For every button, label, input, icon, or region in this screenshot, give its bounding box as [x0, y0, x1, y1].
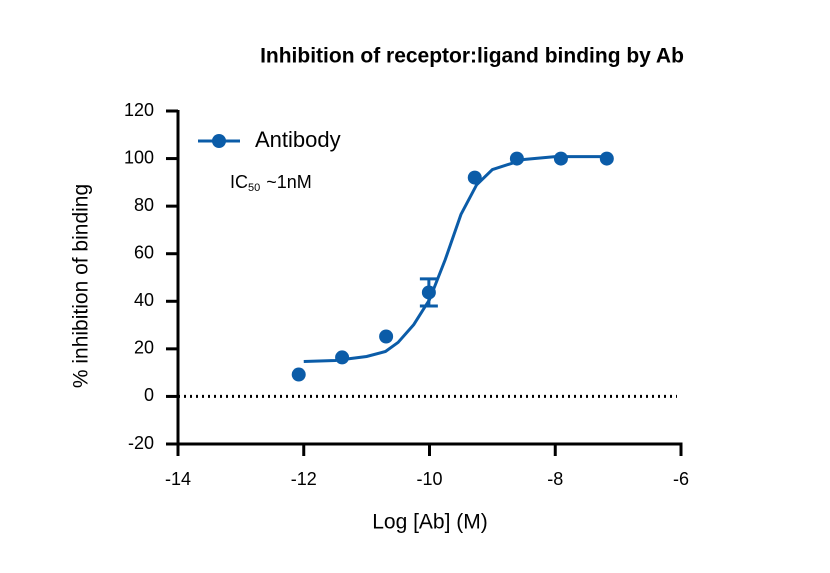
data-point	[291, 367, 306, 382]
y-tick-label: 80	[134, 195, 154, 215]
x-tick-label: -12	[291, 469, 317, 489]
legend-marker	[212, 134, 226, 148]
data-point	[421, 285, 436, 300]
y-tick-label: 120	[124, 100, 154, 120]
annotation-subscript: 50	[248, 182, 260, 194]
y-tick-label: 20	[134, 338, 154, 358]
x-tick-label: -8	[547, 469, 563, 489]
y-tick-label: 0	[144, 385, 154, 405]
annotation: IC50 ~1nM	[230, 172, 312, 194]
y-axis-label: % inhibition of binding	[70, 184, 93, 388]
x-tick-label: -6	[673, 469, 689, 489]
legend-label: Antibody	[255, 127, 341, 152]
x-axis-label: Log [Ab] (M)	[372, 511, 488, 534]
chart-title: Inhibition of receptor:ligand binding by…	[260, 45, 684, 68]
x-tick-label: -14	[165, 469, 191, 489]
y-tick-label: -20	[128, 433, 154, 453]
fit-curve	[303, 155, 606, 363]
annotation-text: IC	[230, 172, 248, 192]
x-tick-label: -10	[416, 469, 442, 489]
data-point	[467, 170, 482, 185]
data-point	[335, 350, 350, 365]
data-point	[379, 329, 394, 344]
data-point	[553, 151, 568, 166]
y-tick-label: 100	[124, 147, 154, 167]
y-tick-label: 40	[134, 290, 154, 310]
data-point	[599, 151, 614, 166]
data-point	[509, 151, 524, 166]
y-tick-label: 60	[134, 242, 154, 262]
annotation-suffix: ~1nM	[266, 172, 312, 192]
